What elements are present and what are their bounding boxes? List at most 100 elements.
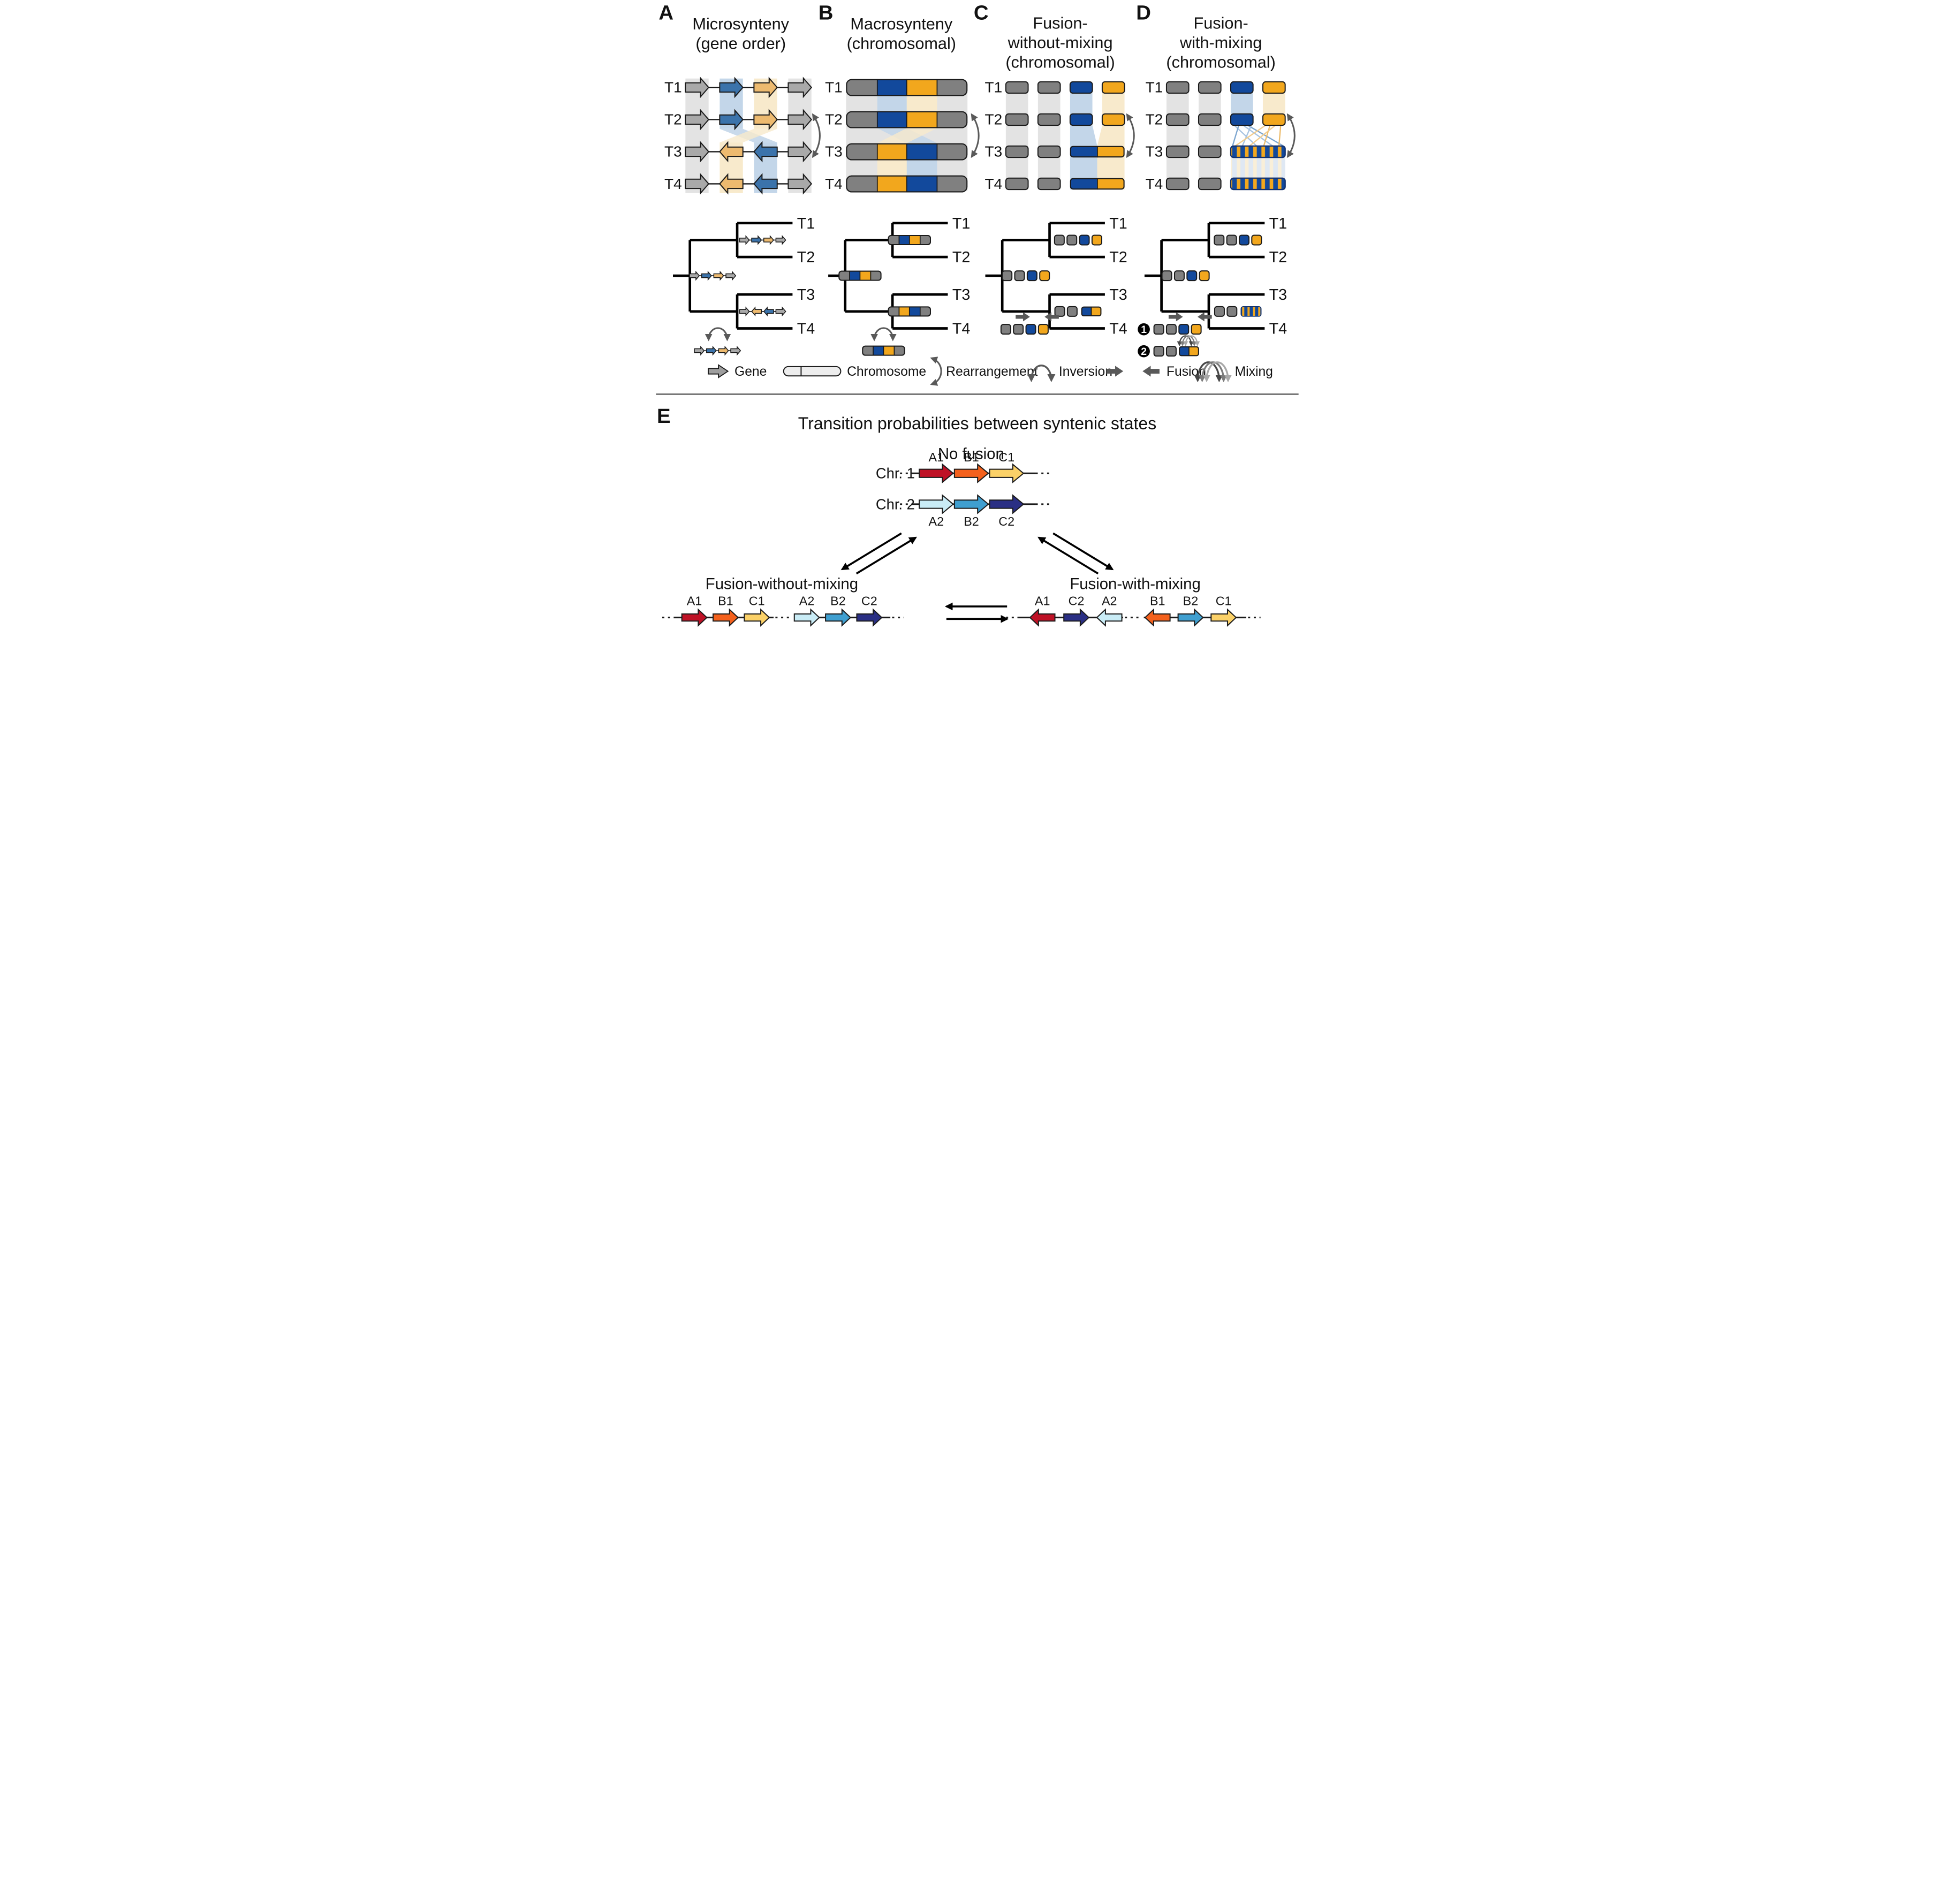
chr1-label: Chr. 1 (875, 465, 914, 482)
gene-a1 (918, 464, 953, 483)
panel-b-title-line2: (chromosomal) (846, 35, 956, 53)
no-fusion-label: No fusion (937, 445, 1004, 463)
tree-tip-t1: T1 (1109, 215, 1127, 232)
chromosomes-t4 (1005, 177, 1125, 191)
panel-c-letter: C (973, 2, 988, 25)
panel-d: D Fusion- with-mixing (chromosomal) T1 (1136, 2, 1296, 192)
panel-d-letter: D (1136, 2, 1151, 25)
rearrangement-icon (812, 113, 821, 158)
state-fusion-without-mixing: Fusion-without-mixing A1 B1 C1 A2 B2 C2 (662, 575, 904, 626)
row-label: T1 (825, 79, 843, 96)
row-label: T1 (984, 79, 1002, 96)
chromosomes-t2 (1165, 113, 1286, 126)
row-label: T3 (1145, 143, 1163, 160)
synteny-ribbons-b (845, 83, 967, 191)
tree-tip-t2: T2 (797, 249, 814, 266)
gene-b1 (953, 464, 989, 483)
legend-inversion: Inversion (1027, 365, 1112, 383)
tree-tip-t1: T1 (797, 215, 814, 232)
rearrangement-icon (971, 113, 980, 158)
legend-fusion-label: Fusion (1166, 365, 1206, 379)
synteny-ribbons-a (685, 78, 812, 193)
gene-a2-reversed (1096, 609, 1123, 626)
chromosomes-t3 (1165, 145, 1286, 158)
gene-b2 (1177, 609, 1203, 626)
row-label: T3 (664, 143, 681, 160)
mixing-links (1231, 125, 1284, 147)
row-label: T3 (984, 143, 1002, 160)
tree-tip-t3: T3 (1269, 286, 1286, 304)
gene-label: C1 (748, 594, 764, 608)
panel-d-title-line3: (chromosomal) (1166, 54, 1275, 72)
tree-tip-t2: T2 (952, 249, 970, 266)
chromosomes-t4 (1165, 177, 1286, 191)
ancestral-chromosome (861, 345, 905, 356)
tree-tip-t3: T3 (797, 286, 814, 304)
tree-tip-t4: T4 (1109, 321, 1127, 338)
node-genes-root (688, 271, 736, 280)
tree-tip-t4: T4 (797, 321, 815, 338)
gene-a2 (918, 495, 953, 514)
chromosomes-t2 (1005, 113, 1125, 126)
gene-label: A1 (686, 594, 702, 608)
tree-tip-t1: T1 (952, 215, 970, 232)
tree-tip-t2: T2 (1109, 249, 1127, 266)
inversion-icon (870, 327, 897, 342)
gene-label: C2 (861, 594, 877, 608)
synteny-ribbons-d (1166, 84, 1285, 190)
state-fusion-with-mixing: Fusion-with-mixing A1 C2 A2 B1 B2 C1 (1005, 575, 1261, 626)
gene-a1-reversed (1029, 609, 1056, 626)
rearrangement-icon (1126, 113, 1135, 158)
row-label: T4 (664, 176, 681, 192)
fused-chromosome (1070, 178, 1125, 190)
mixed-chromosome (1230, 177, 1286, 191)
gene-c1 (1210, 609, 1237, 626)
fusion-event-1: 1 (1137, 312, 1212, 336)
gene-a2 (793, 609, 820, 626)
gene-label: B2 (1183, 594, 1198, 608)
tree-tip-t3: T3 (952, 286, 970, 304)
gene-c2 (1063, 609, 1089, 626)
tree-c: T1 T2 T3 T4 (985, 215, 1127, 338)
gene-label-b1: B1 (964, 450, 979, 464)
legend-rearrangement-label: Rearrangement (946, 365, 1037, 379)
tree-tip-t4: T4 (1269, 321, 1287, 338)
gene-label-a2: A2 (928, 514, 944, 528)
gene-b1-reversed (1144, 609, 1171, 626)
panel-a: A Microsynteny (gene order) T1 T2 (658, 2, 821, 194)
node-genes-upper (739, 236, 786, 245)
chromosome-t1 (845, 79, 967, 96)
panel-c-title-line2: without-mixing (1007, 34, 1112, 52)
chromosome-t4 (845, 175, 967, 193)
gene-label: A2 (1101, 594, 1117, 608)
panel-d-title-line2: with-mixing (1179, 34, 1261, 52)
gene-b2 (953, 495, 989, 514)
legend-fusion: Fusion (1106, 365, 1206, 379)
gene-label-c1: C1 (998, 450, 1014, 464)
row-label: T4 (984, 176, 1002, 192)
gene-a1 (681, 609, 707, 626)
panel-a-row-t3: T3 (664, 142, 812, 162)
row-label: T4 (1145, 176, 1163, 192)
panel-e-letter: E (657, 405, 671, 428)
panel-a-title-line2: (gene order) (695, 35, 786, 53)
row-label: T2 (984, 111, 1002, 128)
legend-gene: Gene (707, 365, 767, 379)
panel-c-title-line3: (chromosomal) (1005, 54, 1115, 72)
gene-label-a1: A1 (928, 450, 944, 464)
transition-to-fwim-icon (1052, 532, 1114, 571)
gene-b2 (824, 609, 851, 626)
legend-gene-label: Gene (734, 365, 767, 379)
synteny-ribbons-c (1005, 84, 1125, 190)
tree-d: T1 T2 T3 T4 1 (1137, 215, 1287, 358)
panel-e: E Transition probabilities between synte… (657, 405, 1261, 626)
row-label: T1 (664, 79, 681, 96)
rearrangement-icon (929, 356, 942, 386)
gene-label: B1 (718, 594, 733, 608)
transition-from-fwom-icon (855, 536, 917, 575)
figure-synteny-states: A Microsynteny (gene order) T1 T2 (651, 0, 1303, 635)
chromosome-t2 (845, 111, 967, 128)
panel-e-title: Transition probabilities between synteni… (798, 414, 1156, 433)
panel-a-letter: A (658, 2, 673, 25)
panel-d-title-line1: Fusion- (1193, 14, 1248, 32)
